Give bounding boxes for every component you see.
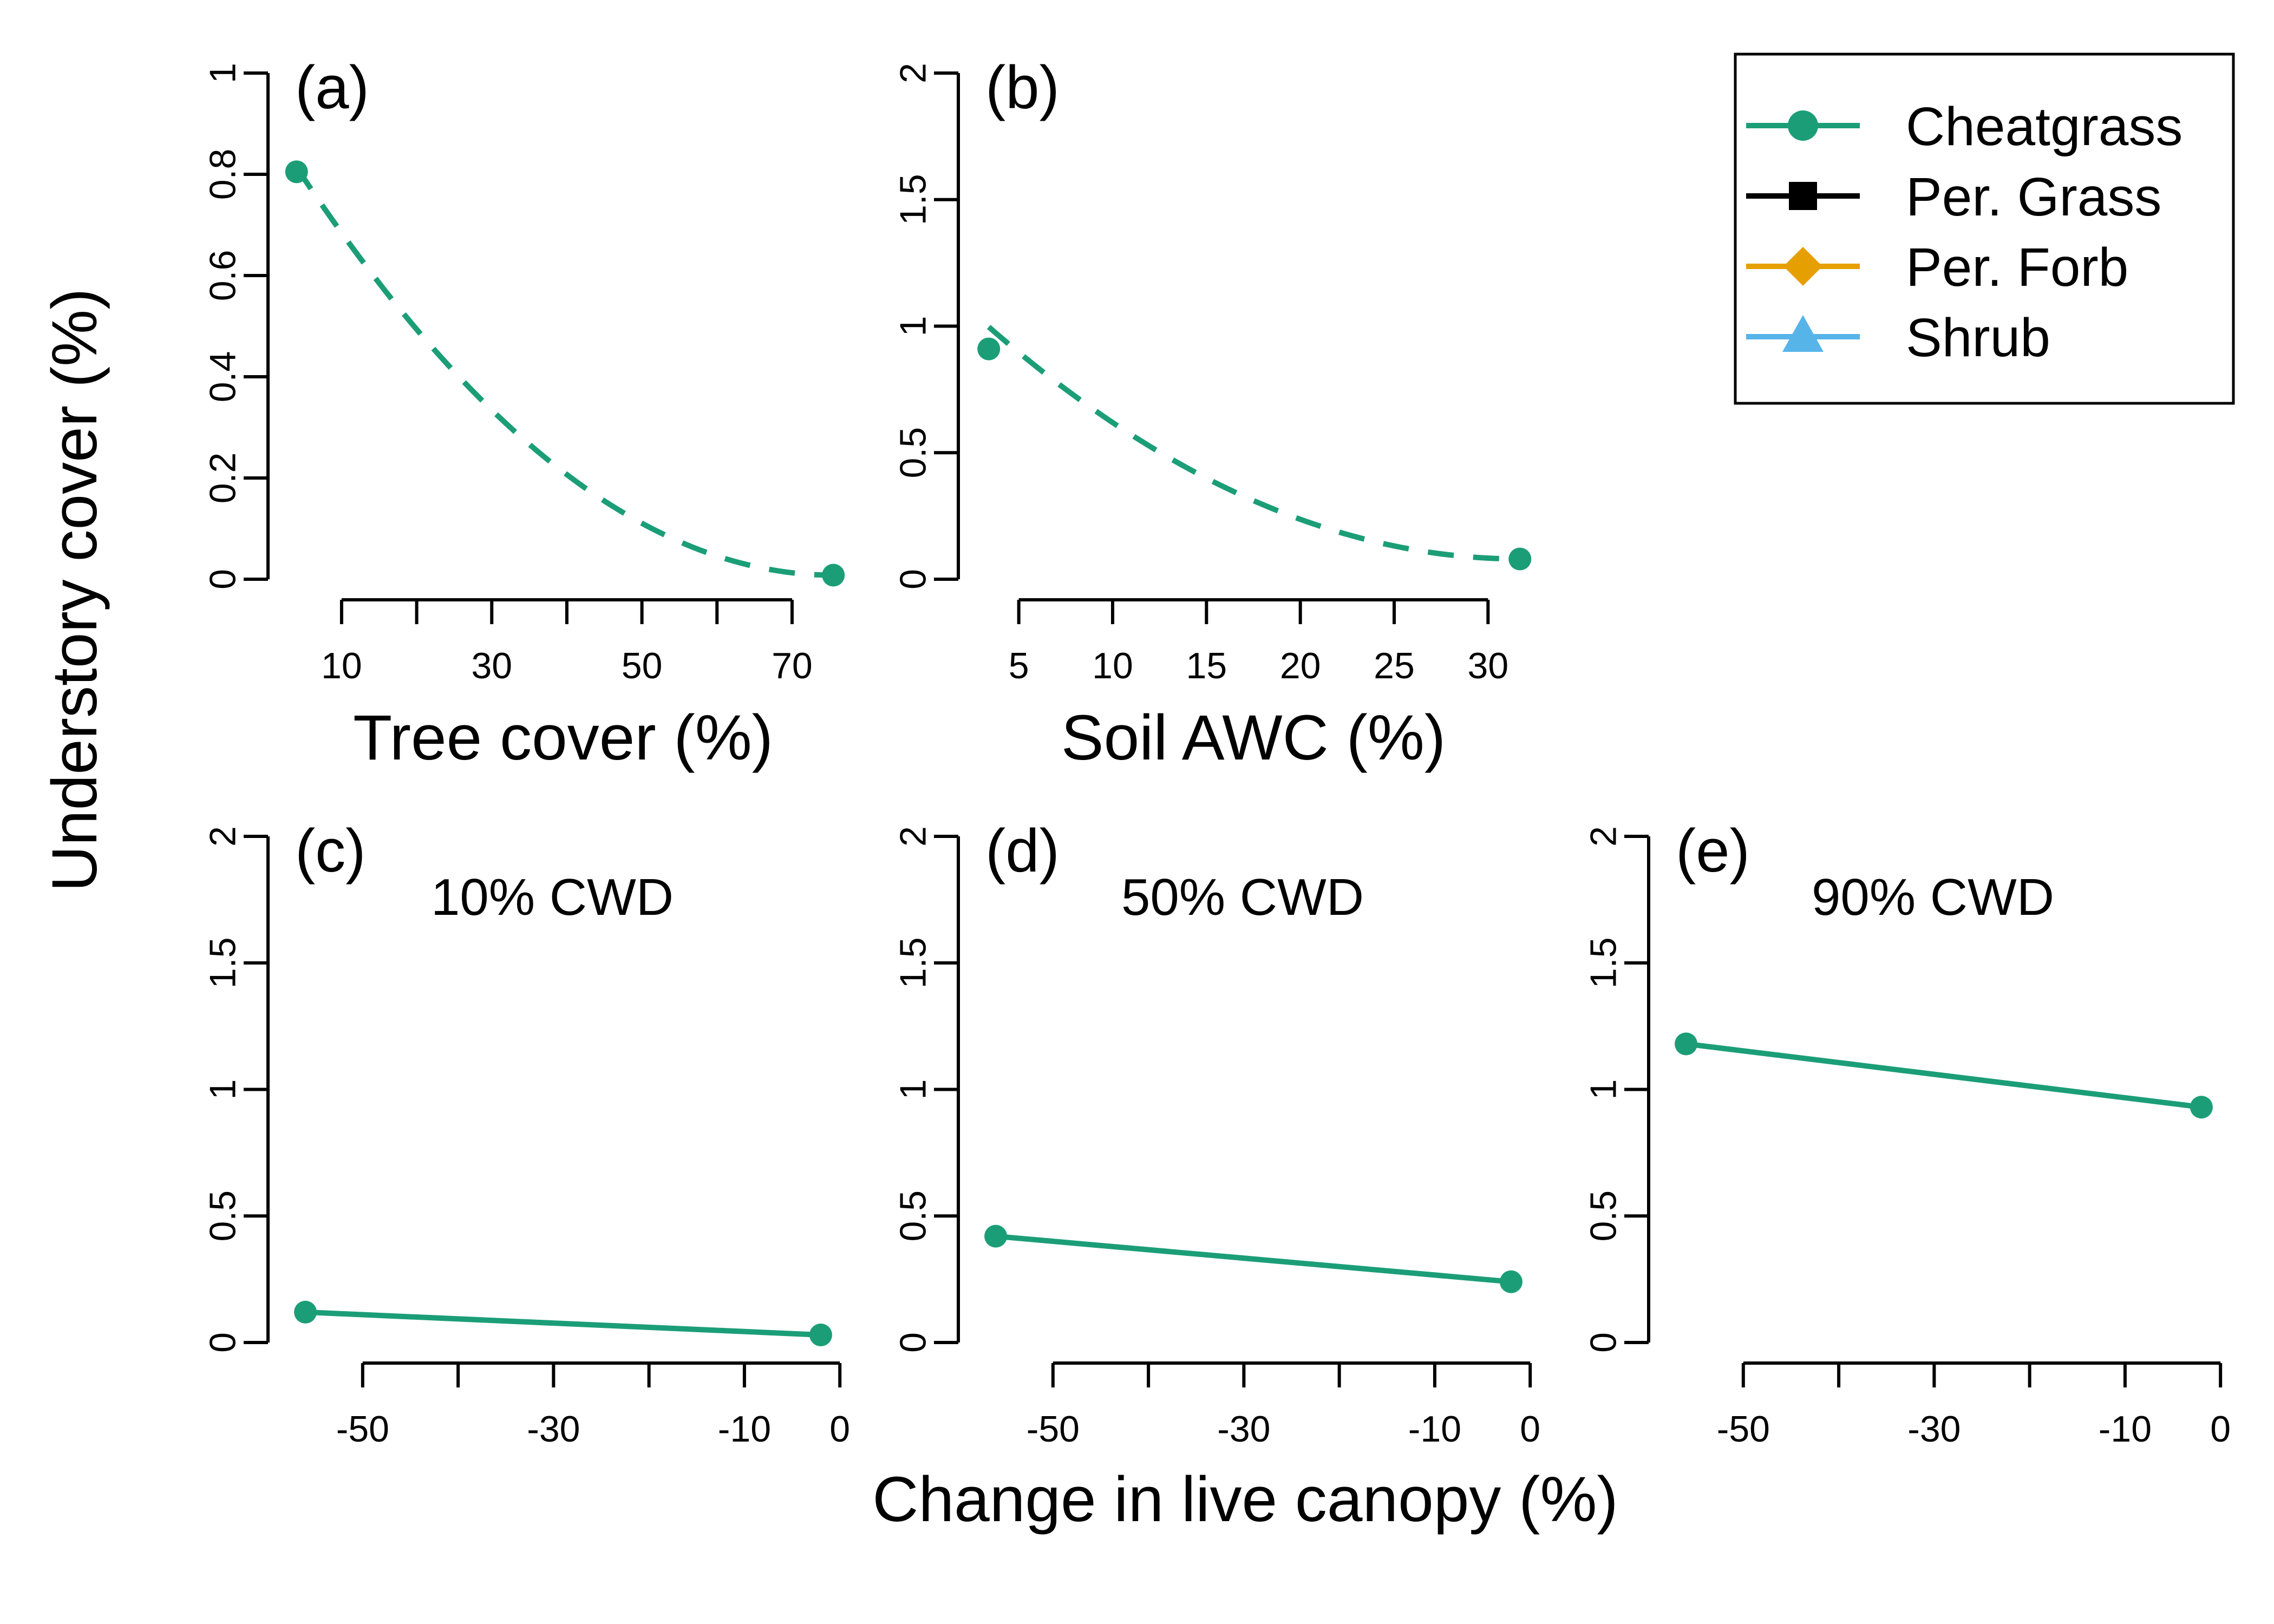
x-tick-label: -30 (1217, 1409, 1270, 1450)
panel-d: 0 0.5 1 1.5 2 -50 -30 -10 0 (d) 50% CWD (892, 817, 1540, 1450)
data-point-cheatgrass (294, 1300, 317, 1324)
data-point-cheatgrass (822, 564, 845, 587)
y-tick-label: 1.5 (892, 174, 933, 225)
panel-subtitle: 10% CWD (431, 868, 674, 926)
y-tick-label: 1 (202, 1079, 243, 1100)
data-point-cheatgrass (285, 160, 308, 184)
y-tick-label: 0 (202, 569, 243, 590)
legend-label: Per. Forb (1906, 237, 2128, 298)
panel-label: (e) (1676, 817, 1750, 885)
panel-label: (a) (295, 54, 369, 121)
y-tick-label: 0 (892, 1332, 933, 1353)
x-tick-label: -10 (718, 1409, 771, 1450)
legend-entry: Cheatgrass (1746, 96, 2182, 157)
y-tick-label: 0 (892, 569, 933, 590)
x-tick-label: 25 (1374, 645, 1415, 686)
legend-diamond-marker (1783, 247, 1822, 286)
y-tick-label: 0.8 (202, 149, 243, 200)
x-tick-label: -30 (527, 1409, 580, 1450)
panel-label: (d) (985, 817, 1060, 885)
y-tick-label: 1 (892, 316, 933, 337)
series-line-cheatgrass (986, 325, 1520, 562)
panel-c: 0 0.5 1 1.5 2 -50 -30 -10 0 (c) 10% CWD (202, 817, 850, 1450)
y-tick-label: 2 (1583, 826, 1624, 847)
legend-label: Per. Grass (1906, 167, 2161, 227)
y-tick-label: 2 (892, 63, 933, 83)
legend-label: Cheatgrass (1906, 96, 2182, 157)
panel-label: (c) (295, 817, 366, 885)
legend-label: Shrub (1906, 307, 2050, 368)
panel-label: (b) (985, 54, 1060, 121)
x-axis-title-bottom: Change in live canopy (%) (872, 1464, 1618, 1535)
y-tick-label: 0.5 (202, 1190, 243, 1242)
x-tick-label: 0 (1520, 1409, 1540, 1450)
legend-entry: Per. Grass (1746, 167, 2161, 227)
data-point-cheatgrass (809, 1323, 832, 1346)
legend-square-marker (1789, 182, 1817, 210)
data-point-cheatgrass (1499, 1270, 1522, 1293)
y-tick-label: 1 (892, 1079, 933, 1100)
x-tick-label: 10 (321, 645, 362, 686)
y-tick-label: 1 (1583, 1079, 1624, 1100)
data-point-cheatgrass (984, 1224, 1008, 1248)
x-tick-label: 0 (2210, 1409, 2231, 1450)
legend-circle-marker (1788, 110, 1818, 141)
y-tick-label: 1.5 (1583, 937, 1624, 988)
x-tick-label: 0 (829, 1409, 850, 1450)
series-line-cheatgrass (294, 166, 834, 578)
legend-triangle-marker (1782, 315, 1824, 352)
legend-entry: Per. Forb (1746, 237, 2128, 298)
y-tick-label: 0 (202, 1332, 243, 1353)
x-axis-title: Soil AWC (%) (1061, 702, 1446, 774)
y-tick-label: 0.4 (202, 351, 243, 403)
y-tick-label: 0.6 (202, 250, 243, 302)
y-tick-label: 2 (892, 826, 933, 847)
x-tick-label: 30 (471, 645, 512, 686)
x-tick-label: 70 (772, 645, 813, 686)
legend-entry: Shrub (1746, 307, 2050, 368)
data-point-cheatgrass (977, 337, 1001, 361)
y-tick-label: 0.5 (1583, 1190, 1624, 1242)
x-tick-label: 15 (1186, 645, 1227, 686)
y-axis-title: Understory cover (%) (39, 289, 110, 892)
x-tick-label: -50 (1027, 1409, 1080, 1450)
x-tick-label: -30 (1907, 1409, 1961, 1450)
panel-subtitle: 50% CWD (1121, 868, 1364, 926)
x-tick-label: 30 (1468, 645, 1509, 686)
legend: Cheatgrass Per. Grass Per. Forb Shrub (1734, 53, 2235, 405)
y-tick-label: 0.5 (892, 1190, 933, 1242)
x-tick-label: 10 (1092, 645, 1133, 686)
panel-a: 0 0.2 0.4 0.6 0.8 1 10 30 50 70 Tree cover (%) (a) (202, 54, 845, 774)
x-tick-label: 5 (1009, 645, 1029, 686)
y-tick-label: 1.5 (892, 937, 933, 988)
x-axis-title: Tree cover (%) (353, 702, 773, 774)
series-line-cheatgrass (995, 1233, 1512, 1285)
y-tick-label: 0 (1583, 1332, 1624, 1353)
y-tick-label: 1 (202, 63, 243, 83)
y-tick-label: 0.5 (892, 427, 933, 479)
y-tick-label: 1.5 (202, 937, 243, 988)
x-tick-label: -50 (1717, 1409, 1770, 1450)
x-tick-label: -50 (336, 1409, 389, 1450)
y-tick-label: 2 (202, 826, 243, 847)
data-point-cheatgrass (1508, 547, 1532, 571)
data-point-cheatgrass (2190, 1096, 2213, 1119)
x-tick-label: 50 (622, 645, 663, 686)
x-tick-label: 20 (1280, 645, 1321, 686)
series-line-cheatgrass (305, 1309, 821, 1338)
data-point-cheatgrass (1675, 1032, 1698, 1056)
x-tick-label: -10 (2099, 1409, 2152, 1450)
panel-subtitle: 90% CWD (1812, 868, 2054, 926)
series-line-cheatgrass (1685, 1041, 2202, 1110)
x-tick-label: -10 (1408, 1409, 1461, 1450)
y-tick-label: 0.2 (202, 453, 243, 504)
panel-e: 0 0.5 1 1.5 2 -50 -30 -10 0 (e) 90% CWD (1583, 817, 2231, 1450)
